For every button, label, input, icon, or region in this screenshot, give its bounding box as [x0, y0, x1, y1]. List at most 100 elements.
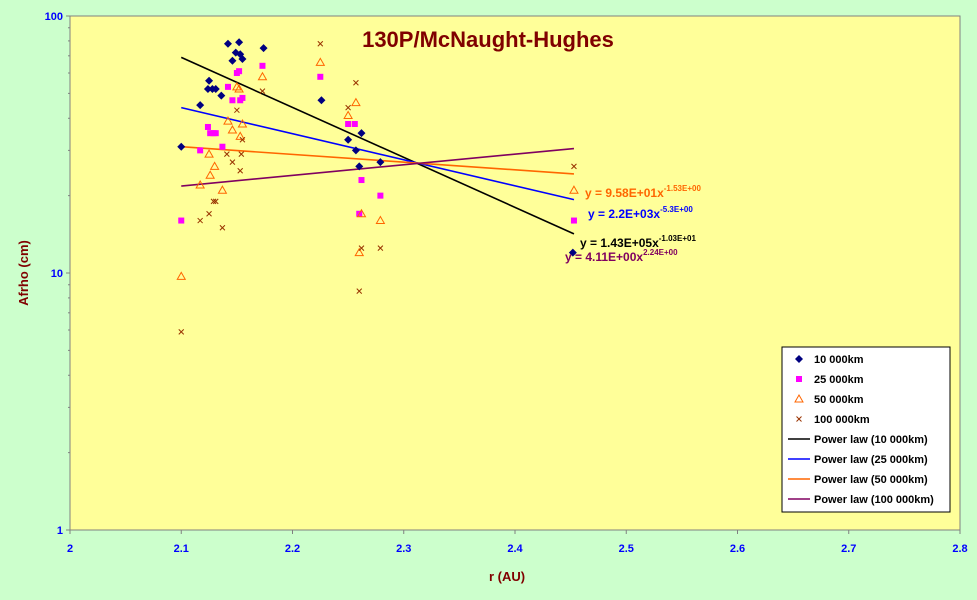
data-point: [235, 131, 246, 140]
data-point: [317, 73, 324, 80]
x-marker-stroke: [259, 88, 266, 95]
fit-line: [180, 56, 575, 235]
data-point: [796, 416, 802, 422]
legend-box: [781, 346, 951, 513]
data-point: [568, 248, 577, 257]
x-marker-stroke: [317, 40, 324, 47]
legend: 10 000km 25 000km 50 000km 100 000km Power l…: [781, 346, 951, 513]
data-point: [223, 116, 233, 125]
equation-base: y = 4.11E+00x: [565, 250, 643, 264]
data-point: [356, 208, 367, 218]
data-point: [212, 130, 219, 137]
x-marker-stroke: [224, 151, 230, 158]
data-point: [223, 39, 232, 48]
data-point: [794, 393, 804, 403]
data-point: [238, 55, 247, 64]
x-tick-label: 2.7: [841, 543, 856, 555]
x-marker-stroke: [197, 217, 204, 224]
x-marker-stroke: [178, 329, 185, 335]
data-point: [259, 62, 266, 69]
x-marker-stroke: [212, 198, 219, 205]
data-point: [796, 376, 802, 382]
x-marker-stroke: [356, 288, 363, 294]
legend-entry: Power law (10 000km): [814, 434, 928, 446]
legend-entry: 50 000km: [814, 394, 864, 406]
data-point: [343, 110, 353, 120]
x-tick-label: 2.6: [730, 543, 745, 555]
data-point: [239, 136, 246, 143]
data-point: [212, 198, 219, 205]
data-point: [234, 107, 240, 114]
data-point: [237, 118, 248, 128]
data-point: [358, 177, 365, 184]
x-tick-label: 2: [67, 543, 73, 555]
trendline-equation: y = 9.58E+01x-1.53E+00: [585, 184, 701, 200]
x-tick-label: 2.4: [507, 543, 523, 555]
data-point: [206, 210, 212, 217]
x-marker-stroke: [571, 163, 577, 170]
x-marker-stroke: [377, 245, 384, 251]
data-point: [207, 130, 214, 137]
data-point: [219, 224, 226, 231]
equation-base: y = 9.58E+01x: [585, 186, 664, 200]
data-point: [257, 71, 268, 81]
data-point: [259, 44, 268, 53]
trendline-equation: y = 1.43E+05x-1.03E+01: [580, 234, 696, 250]
data-point: [377, 245, 384, 251]
data-point: [209, 161, 220, 170]
equation-exponent: -5.3E+00: [660, 205, 693, 214]
data-point: [569, 185, 579, 194]
y-tick-label: 1: [57, 525, 63, 537]
data-point: [235, 38, 244, 47]
data-point: [224, 151, 230, 158]
data-point: [178, 217, 185, 224]
data-point: [197, 217, 204, 224]
trendline-equation: y = 4.11E+00x2.24E+00: [565, 248, 678, 264]
data-point: [195, 179, 206, 189]
data-point: [351, 146, 360, 155]
data-point: [317, 96, 326, 105]
data-point: [356, 288, 363, 294]
legend-entry: 10 000km: [814, 354, 864, 366]
trendline-equation: y = 2.2E+03x-5.3E+00: [588, 205, 693, 221]
data-point: [237, 167, 244, 174]
equation-exponent: 2.24E+00: [643, 248, 678, 257]
x-tick-label: 2.8: [952, 543, 967, 555]
x-marker-stroke: [358, 245, 365, 251]
data-point: [344, 135, 353, 144]
data-point: [376, 158, 385, 167]
y-tick-label: 100: [45, 11, 63, 23]
x-marker-stroke: [239, 136, 246, 143]
data-point: [345, 120, 352, 127]
chart-title: 130P/McNaught-Hughes: [362, 27, 614, 52]
data-point: [351, 97, 361, 107]
data-point: [205, 76, 214, 85]
data-point: [238, 151, 245, 158]
data-point: [227, 125, 238, 134]
data-point: [228, 56, 237, 65]
equation-exponent: -1.53E+00: [664, 184, 702, 193]
data-point: [355, 162, 364, 171]
data-point: [353, 79, 359, 86]
data-point: [211, 84, 220, 93]
legend-entry: Power law (25 000km): [814, 454, 928, 466]
data-point: [377, 192, 384, 199]
x-axis-label: r (AU): [489, 569, 525, 584]
x-marker-stroke: [234, 107, 240, 114]
data-point: [229, 97, 236, 104]
data-point: [217, 185, 228, 194]
legend-entry: 100 000km: [814, 414, 870, 426]
data-point: [358, 245, 365, 251]
data-point: [317, 40, 324, 47]
data-point: [178, 329, 185, 335]
data-point: [177, 142, 186, 151]
legend-entry: 25 000km: [814, 374, 864, 386]
x-tick-label: 2.3: [396, 543, 411, 555]
x-marker-stroke: [229, 159, 236, 165]
data-point: [204, 123, 211, 130]
x-marker-stroke: [210, 198, 217, 205]
x-tick-label: 2.1: [174, 543, 189, 555]
x-marker-stroke: [237, 167, 244, 174]
data-point: [315, 57, 326, 66]
